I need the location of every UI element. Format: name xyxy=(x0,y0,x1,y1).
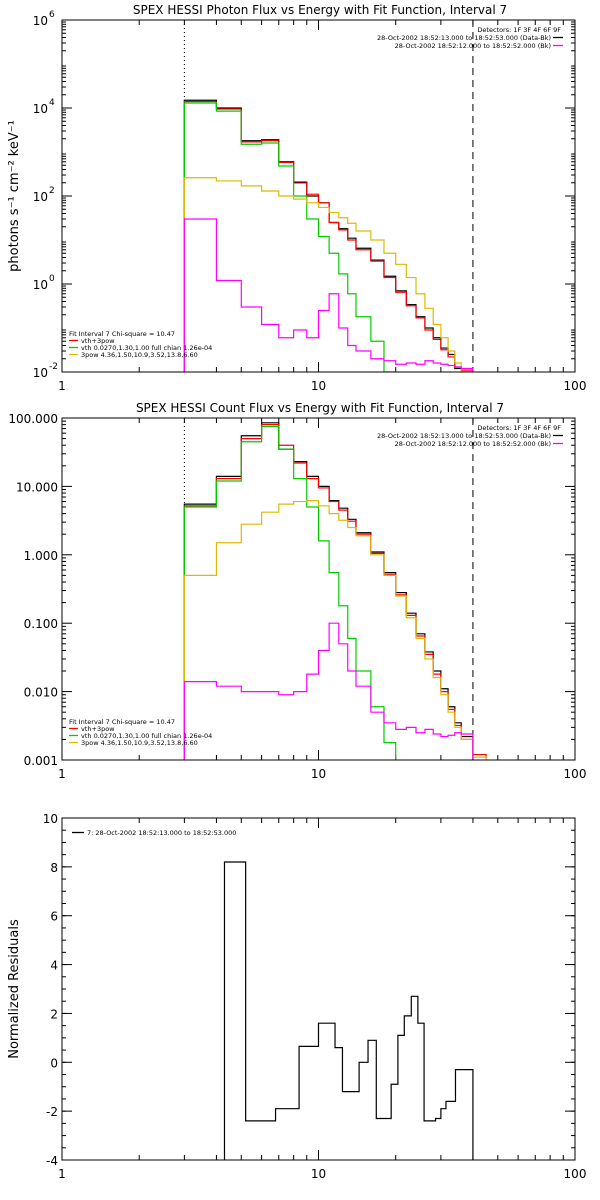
legend-heading: Fit Interval 7 Chi-square = 10.47 xyxy=(69,330,175,338)
y-tick-label: 10 xyxy=(33,366,48,380)
x-tick-label: 10 xyxy=(311,767,326,781)
series-line xyxy=(183,177,474,372)
y-tick-label: 8 xyxy=(50,861,58,875)
y-tick-label: 10 xyxy=(33,102,48,116)
legend-entry-label: vth 0.0270,1.30,1.00 full chian 1.26e-04 xyxy=(81,732,212,740)
legend-entry-label: 3pow 4.36,1.50,10.9,3.52,13.8,6.60 xyxy=(81,739,198,747)
x-tick-label: 100 xyxy=(564,767,587,781)
legend-entry-label: 7: 28-Oct-2002 18:52:13.000 to 18:52:53.… xyxy=(87,829,236,837)
series-line xyxy=(183,102,397,372)
x-tick-label: 1 xyxy=(58,1167,66,1181)
panel-title: SPEX HESSI Count Flux vs Energy with Fit… xyxy=(136,401,504,415)
y-tick-label: 4 xyxy=(50,959,58,973)
legend-entry-label: 28-Oct-2002 18:52:12.000 to 18:52:52.000… xyxy=(395,440,551,448)
series-line xyxy=(183,500,487,760)
y-tick-label: 6 xyxy=(50,910,58,924)
x-tick-label: 1 xyxy=(58,379,66,393)
panel-title: SPEX HESSI Photon Flux vs Energy with Fi… xyxy=(133,3,507,17)
series-line xyxy=(223,861,474,1160)
y-tick-exponent: 2 xyxy=(49,186,55,196)
legend-entry-label: 28-Oct-2002 18:52:13.000 to 18:52:53.000… xyxy=(377,432,551,440)
x-tick-label: 10 xyxy=(311,379,326,393)
y-tick-label: 10 xyxy=(33,278,48,292)
y-tick-exponent: -2 xyxy=(49,362,58,372)
y-tick-label: 10 xyxy=(33,190,48,204)
plot-frame xyxy=(61,19,576,373)
y-tick-label: 0.100 xyxy=(24,617,58,631)
y-tick-exponent: 4 xyxy=(49,98,55,108)
residuals-panel: 1 10 100 -4 -2 0 2 4 6 8 10 Normalized Residuals 7: … xyxy=(7,812,586,1181)
y-axis-label: photons s⁻¹ cm⁻² keV⁻¹ xyxy=(7,120,22,272)
y-tick-label: 10 xyxy=(33,14,48,28)
y-tick-label: 0.010 xyxy=(24,686,58,700)
y-tick-label: 0.001 xyxy=(24,754,58,768)
y-tick-label: 10 xyxy=(43,812,58,826)
y-tick-label: 0 xyxy=(50,1056,58,1070)
legend-entry-label: vth 0.0270,1.30,1.00 full chian 1.26e-04 xyxy=(81,344,212,352)
series-line xyxy=(183,100,474,372)
series-line xyxy=(183,422,474,760)
y-tick-label: 10.000 xyxy=(16,480,58,494)
legend-entry-label: vth+3pow xyxy=(81,337,115,345)
count-flux-panel: SPEX HESSI Count Flux vs Energy with Fit… xyxy=(8,401,586,781)
legend-entry-label: vth+3pow xyxy=(81,725,115,733)
y-tick-exponent: 6 xyxy=(49,10,55,20)
x-tick-label: 100 xyxy=(564,379,587,393)
series-line xyxy=(183,622,474,760)
series-line xyxy=(183,99,474,372)
legend-heading: Detectors: 1F 3F 4F 6F 9F xyxy=(477,424,561,432)
y-axis-label: Normalized Residuals xyxy=(7,919,22,1059)
legend-heading: Detectors: 1F 3F 4F 6F 9F xyxy=(477,26,561,34)
x-tick-label: 100 xyxy=(564,1167,587,1181)
x-tick-label: 1 xyxy=(58,767,66,781)
y-tick-label: 100.000 xyxy=(8,412,58,426)
x-tick-label: 10 xyxy=(311,1167,326,1181)
series-line xyxy=(183,218,474,372)
photon-flux-panel: SPEX HESSI Photon Flux vs Energy with Fi… xyxy=(7,3,586,393)
legend-entry-label: 28-Oct-2002 18:52:13.000 to 18:52:53.000… xyxy=(377,34,551,42)
series-line xyxy=(183,424,487,760)
series-line xyxy=(183,425,397,760)
legend-entry-label: 3pow 4.36,1.50,10.9,3.52,13.8,6.60 xyxy=(81,351,198,359)
legend-entry-label: 28-Oct-2002 18:52:12.000 to 18:52:52.000… xyxy=(395,42,551,50)
y-tick-label: -2 xyxy=(46,1105,58,1119)
plot-frame xyxy=(61,417,576,761)
legend-heading: Fit Interval 7 Chi-square = 10.47 xyxy=(69,718,175,726)
y-tick-label: 2 xyxy=(50,1007,58,1021)
y-tick-exponent: 0 xyxy=(49,274,55,284)
plot-frame xyxy=(61,817,576,1161)
y-tick-label: -4 xyxy=(46,1154,58,1168)
y-tick-label: 1.000 xyxy=(24,549,58,563)
